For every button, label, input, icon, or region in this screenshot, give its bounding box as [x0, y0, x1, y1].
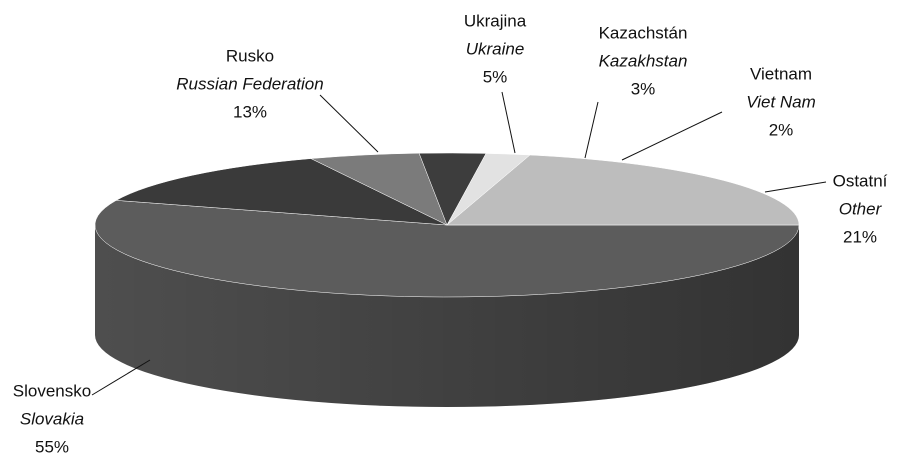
labels: Slovensko Slovakia 55% Rusko Russian Federat…: [13, 11, 888, 456]
leader-line: [91, 359, 151, 396]
pie-slice: [446, 154, 800, 226]
pie-sides: [95, 225, 799, 407]
pie-slice: [115, 158, 448, 226]
value-label: 2%: [769, 120, 794, 139]
category-label-en: Kazakhstan: [599, 51, 688, 70]
category-label: Ostatní: [833, 171, 888, 190]
leader-line: [319, 94, 379, 153]
category-label: Kazachstán: [599, 23, 688, 42]
category-label-en: Slovakia: [20, 409, 84, 428]
pie-slice: [94, 200, 800, 298]
side-shade: [95, 225, 799, 407]
pie-tops: [94, 152, 800, 298]
category-label-en: Other: [839, 199, 883, 218]
value-label: 13%: [233, 102, 267, 121]
leader-line: [764, 181, 827, 193]
category-label: Slovensko: [13, 381, 91, 400]
category-label-en: Viet Nam: [746, 92, 816, 111]
category-label: Rusko: [226, 46, 274, 65]
leader-line: [584, 101, 599, 159]
category-label: Ukrajina: [464, 11, 527, 30]
category-label-en: Ukraine: [466, 39, 525, 58]
category-label: Vietnam: [750, 64, 812, 83]
leader-line: [621, 111, 723, 161]
category-label-en: Russian Federation: [176, 74, 323, 93]
value-label: 55%: [35, 437, 69, 456]
leader-line: [501, 91, 516, 154]
value-label: 21%: [843, 227, 877, 246]
value-label: 5%: [483, 67, 508, 86]
value-label: 3%: [631, 79, 656, 98]
